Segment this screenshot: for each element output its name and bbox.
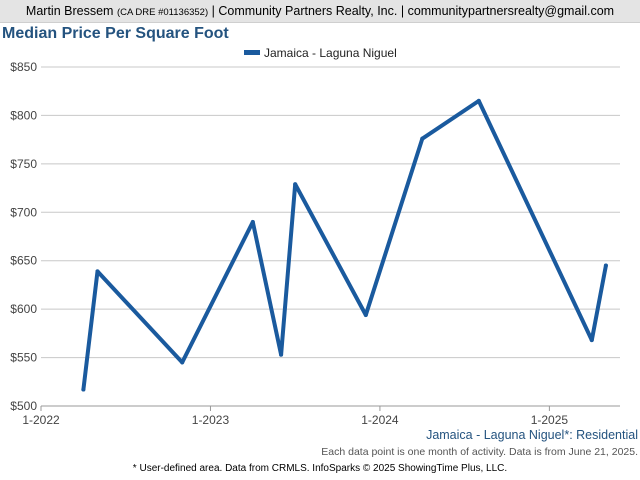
x-tick-label: 1-2022 [22,413,60,427]
header-separator-2: | [400,4,405,18]
legend-label[interactable]: Jamaica - Laguna Niguel [264,46,397,60]
x-tick-label: 1-2023 [192,413,230,427]
data-point[interactable] [603,263,608,268]
data-note: Each data point is one month of activity… [321,446,638,458]
x-tick-label: 1-2024 [361,413,399,427]
source-footnote: * User-defined area. Data from CRMLS. In… [132,463,508,474]
y-tick-label: $500 [10,399,37,413]
header-separator-1: | [211,4,215,18]
company-name: Community Partners Realty, Inc. [218,4,398,18]
agent-email[interactable]: communitypartnersrealty@gmail.com [407,4,615,18]
agent-license: (CA DRE #01136352) [116,7,209,18]
y-tick-label: $800 [10,108,37,122]
data-point[interactable] [476,98,481,103]
legend[interactable]: Jamaica - Laguna Niguel [244,46,397,60]
data-point[interactable] [279,352,284,357]
axes: $500 $550 $600 $650 $700 $750 $800 $850 1-2022 1-… [10,60,620,427]
data-point[interactable] [420,136,425,141]
y-tick-label: $700 [10,205,37,219]
data-point[interactable] [363,312,368,317]
data-point[interactable] [293,182,298,187]
y-tick-label: $750 [10,157,37,171]
data-point[interactable] [589,338,594,343]
y-tick-label: $650 [10,254,37,268]
data-point[interactable] [81,387,86,392]
x-tick-label: 1-2025 [531,413,569,427]
agent-header: Martin Bressem (CA DRE #01136352) | Comm… [0,0,640,23]
series-layer [81,98,608,392]
agent-name: Martin Bressem [25,4,114,18]
data-point[interactable] [95,269,100,274]
data-point[interactable] [250,219,255,224]
data-point[interactable] [180,360,185,365]
y-tick-label: $550 [10,351,37,365]
series-line-0[interactable] [81,98,608,392]
y-tick-label: $850 [10,60,37,74]
grid-lines [41,66,620,407]
chart-subtitle: Jamaica - Laguna Niguel*: Residential [426,428,638,442]
chart-title: Median Price Per Square Foot [2,25,229,42]
y-tick-label: $600 [10,302,37,316]
line-chart: $500 $550 $600 $650 $700 $750 $800 $850 1-2022 1-… [10,46,638,458]
legend-swatch [244,50,260,55]
